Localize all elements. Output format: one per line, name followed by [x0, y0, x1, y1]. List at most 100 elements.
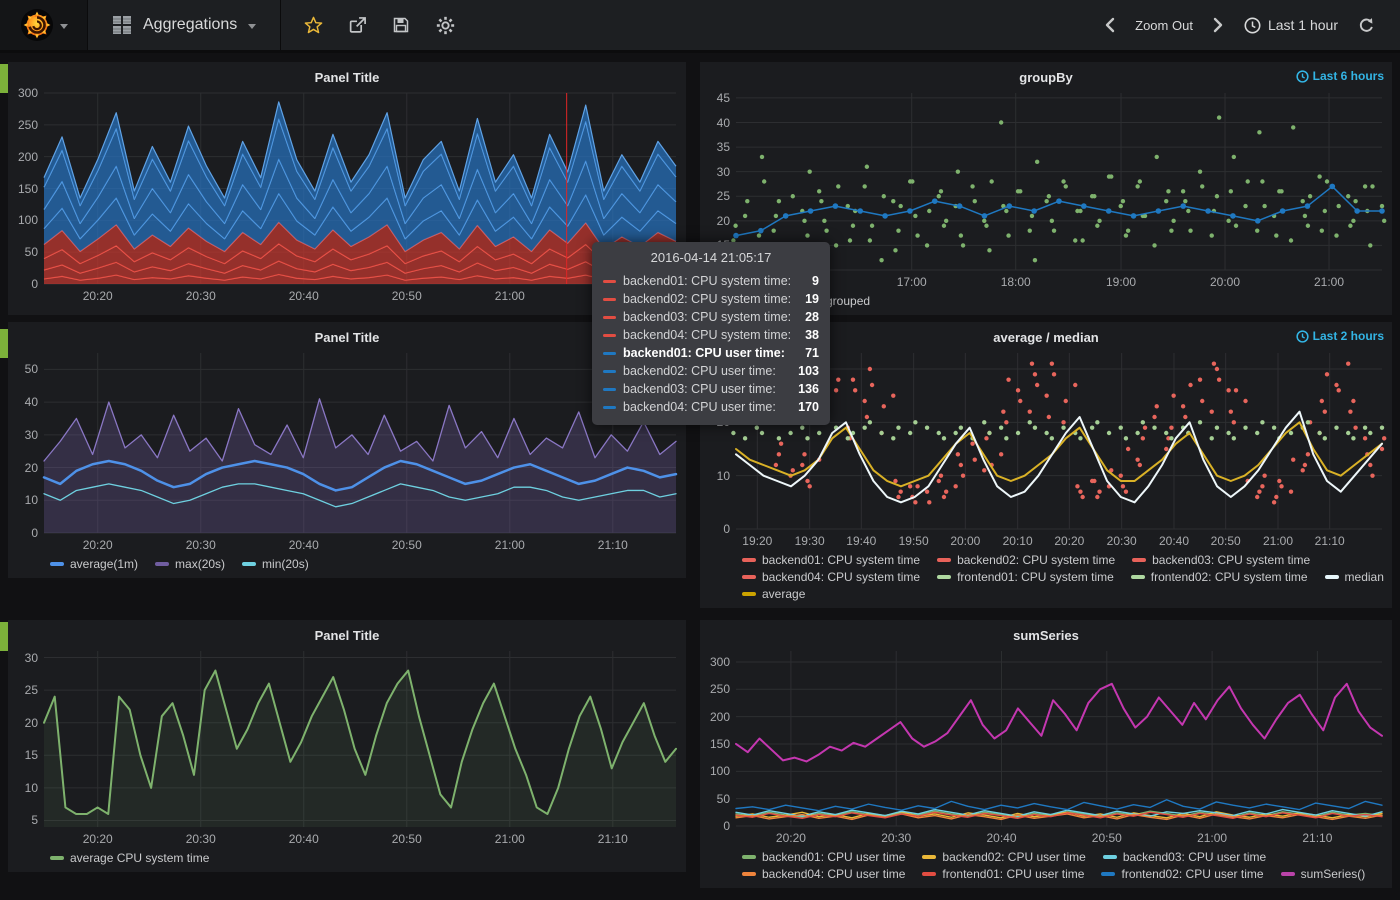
chart-canvas[interactable] — [42, 348, 678, 535]
legend-color-key — [1130, 575, 1145, 579]
y-axis-tick: 20 — [716, 213, 730, 228]
panel-title[interactable]: Panel Title — [314, 628, 380, 643]
legend-item[interactable]: backend04: CPU system time — [742, 570, 920, 584]
y-axis-tick: 200 — [709, 709, 730, 724]
panel-title[interactable]: groupBy — [1019, 70, 1073, 85]
chart-plot[interactable]: 0 50 100 150 200 250 300 20:20 20:30 20:40 20:50 21… — [700, 646, 1392, 848]
legend-item[interactable]: backend03: CPU system time — [1132, 553, 1310, 567]
time-picker-button[interactable]: Last 1 hour — [1235, 9, 1347, 42]
y-axis-tick: 50 — [24, 245, 38, 260]
chart-canvas[interactable] — [731, 348, 1387, 531]
x-axis-tick: 20:10 — [1002, 534, 1033, 548]
x-axis-tick: 20:30 — [881, 831, 912, 845]
x-axis-tick: 19:30 — [794, 534, 825, 548]
row-toggle[interactable] — [0, 622, 10, 651]
legend-item[interactable]: sumSeries() — [1280, 867, 1365, 881]
time-forward-button[interactable] — [1204, 9, 1233, 41]
refresh-button[interactable] — [1349, 9, 1384, 42]
tooltip-series-value: 28 — [805, 310, 819, 324]
legend-color-key — [742, 575, 756, 579]
time-back-button[interactable] — [1095, 9, 1124, 41]
tooltip-color-key — [603, 387, 616, 391]
chart-plot[interactable]: 0 50 100 150 200 250 300 20:20 20:30 20:40 20:50 21… — [8, 86, 686, 306]
y-axis-tick: 150 — [709, 736, 730, 751]
tooltip-series-label: backend03: CPU user time: — [623, 382, 776, 396]
chart-canvas[interactable] — [731, 88, 1387, 272]
y-axis-tick: 150 — [17, 181, 38, 196]
y-axis-tick: 0 — [31, 277, 38, 291]
dashboard-picker[interactable]: Aggregations — [88, 0, 282, 50]
legend-item[interactable]: average — [742, 587, 805, 601]
x-axis-tick: 19:00 — [1106, 275, 1137, 289]
zoom-out-button[interactable]: Zoom Out — [1126, 10, 1202, 41]
legend-item[interactable]: median — [1324, 570, 1384, 584]
y-axis-tick: 200 — [17, 149, 38, 164]
legend-item[interactable]: backend01: CPU system time — [742, 553, 920, 567]
legend-item[interactable]: backend02: CPU system time — [937, 553, 1115, 567]
legend-item[interactable]: backend03: CPU user time — [1102, 850, 1266, 864]
x-axis-tick: 21:00 — [494, 289, 525, 303]
panel-title[interactable]: average / median — [993, 330, 1099, 345]
legend-color-key — [1102, 855, 1117, 859]
y-axis-tick: 0 — [31, 526, 38, 540]
legend-item[interactable]: frontend01: CPU system time — [937, 570, 1114, 584]
chart-canvas[interactable] — [735, 646, 1383, 828]
time-range-badge[interactable]: Last 2 hours — [1296, 329, 1384, 343]
x-axis-tick: 20:30 — [1106, 534, 1137, 548]
y-axis-tick: 30 — [716, 164, 730, 179]
legend-label: average(1m) — [70, 557, 139, 571]
x-axis-tick: 19:40 — [846, 534, 877, 548]
row-toggle[interactable] — [0, 329, 10, 358]
legend-item[interactable]: frontend01: CPU user time — [922, 867, 1084, 881]
settings-button[interactable] — [425, 7, 465, 43]
share-button[interactable] — [337, 7, 377, 43]
x-axis-tick: 20:20 — [775, 831, 806, 845]
x-axis-tick: 20:40 — [986, 831, 1017, 845]
x-axis-tick: 20:20 — [1054, 534, 1085, 548]
legend-label: max(20s) — [175, 557, 226, 571]
grafana-menu-button[interactable] — [0, 0, 88, 50]
legend-item[interactable]: backend01: CPU user time — [742, 850, 905, 864]
save-button[interactable] — [381, 7, 421, 43]
chevron-down-icon — [248, 23, 257, 29]
legend-item[interactable]: frontend02: CPU system time — [1130, 570, 1308, 584]
panel-title[interactable]: Panel Title — [314, 70, 380, 85]
panel-title[interactable]: sumSeries — [1013, 628, 1079, 643]
legend-item[interactable]: frontend02: CPU user time — [1101, 867, 1264, 881]
zoom-out-label: Zoom Out — [1135, 17, 1193, 33]
y-axis-tick: 45 — [716, 90, 730, 105]
legend-item[interactable]: average(1m) — [50, 557, 138, 571]
panel-title[interactable]: Panel Title — [314, 330, 380, 345]
y-axis-tick: 25 — [716, 189, 730, 204]
row-toggle[interactable] — [0, 64, 10, 93]
x-axis-tick: 17:00 — [896, 275, 927, 289]
legend-label: backend03: CPU system time — [1152, 553, 1311, 567]
tooltip-color-key — [603, 369, 616, 373]
tooltip-series-row: backend01: CPU system time: 9 — [603, 272, 819, 290]
chart-legend: average CPU system time — [8, 849, 686, 872]
legend-color-key — [155, 562, 170, 566]
legend-item[interactable]: backend02: CPU user time — [922, 850, 1086, 864]
chart-plot[interactable]: 5 10 15 20 25 30 20:20 20:30 20:40 20:50 21:00 21:1… — [8, 646, 686, 849]
legend-label: average CPU system time — [70, 851, 210, 865]
tooltip-series-value: 38 — [805, 328, 819, 342]
x-axis-tick: 19:50 — [898, 534, 929, 548]
dashboard-title: Aggregations — [143, 16, 238, 33]
legend-item[interactable]: backend04: CPU user time — [742, 867, 905, 881]
tooltip-series-row: backend04: CPU user time: 170 — [603, 398, 819, 416]
y-axis-tick: 250 — [17, 117, 38, 132]
chart-plot[interactable]: 0 10 20 30 40 50 20:20 20:30 20:40 20:50 21:00 21:1… — [8, 348, 686, 555]
legend-item[interactable]: average CPU system time — [50, 851, 209, 865]
chevron-down-icon — [59, 23, 68, 29]
legend-color-key — [1132, 558, 1147, 562]
y-axis-tick: 50 — [24, 362, 38, 377]
clock-icon — [1296, 69, 1309, 83]
chart-canvas[interactable] — [43, 88, 677, 286]
chart-canvas[interactable] — [43, 646, 677, 829]
x-axis-tick: 19:20 — [742, 534, 773, 548]
y-axis-tick: 15 — [24, 748, 38, 763]
star-button[interactable] — [293, 7, 333, 43]
legend-item[interactable]: max(20s) — [155, 557, 225, 571]
time-range-badge[interactable]: Last 6 hours — [1296, 69, 1384, 83]
legend-item[interactable]: min(20s) — [242, 557, 309, 571]
